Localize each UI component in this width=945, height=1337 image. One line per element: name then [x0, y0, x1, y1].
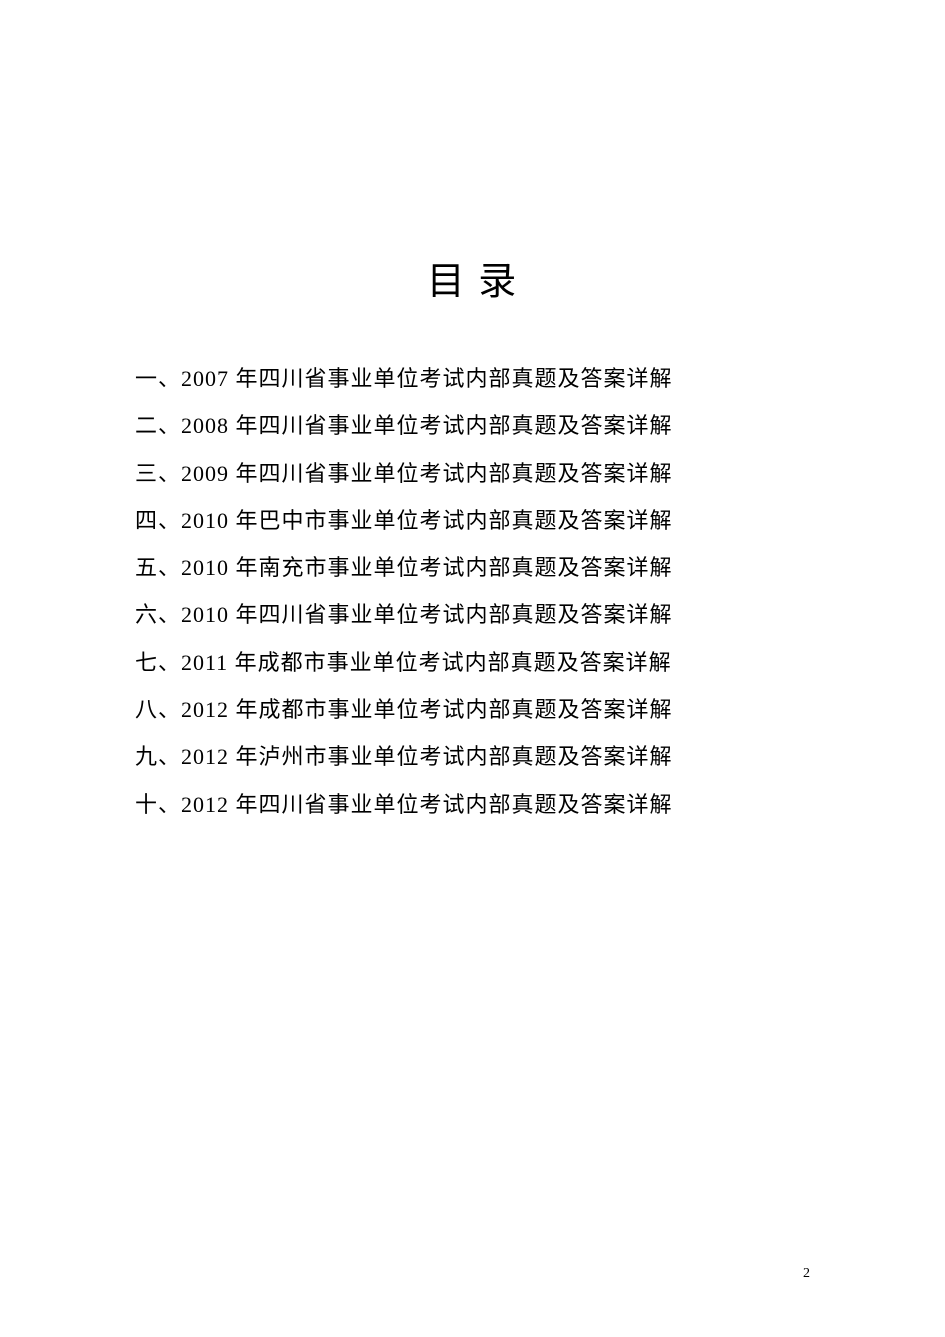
toc-item: 十、2012 年四川省事业单位考试内部真题及答案详解 [135, 781, 810, 828]
toc-item: 五、2010 年南充市事业单位考试内部真题及答案详解 [135, 544, 810, 591]
toc-item: 八、2012 年成都市事业单位考试内部真题及答案详解 [135, 686, 810, 733]
toc-title: 目 录 [135, 250, 810, 305]
page-number: 2 [803, 1266, 810, 1282]
toc-item: 四、2010 年巴中市事业单位考试内部真题及答案详解 [135, 497, 810, 544]
toc-item: 三、2009 年四川省事业单位考试内部真题及答案详解 [135, 450, 810, 497]
toc-item: 七、2011 年成都市事业单位考试内部真题及答案详解 [135, 639, 810, 686]
toc-item: 六、2010 年四川省事业单位考试内部真题及答案详解 [135, 591, 810, 638]
toc-item: 二、2008 年四川省事业单位考试内部真题及答案详解 [135, 402, 810, 449]
page-container: 目 录 一、2007 年四川省事业单位考试内部真题及答案详解 二、2008 年四… [0, 0, 945, 1337]
toc-item: 一、2007 年四川省事业单位考试内部真题及答案详解 [135, 355, 810, 402]
toc-item: 九、2012 年泸州市事业单位考试内部真题及答案详解 [135, 733, 810, 780]
toc-list: 一、2007 年四川省事业单位考试内部真题及答案详解 二、2008 年四川省事业… [135, 355, 810, 828]
